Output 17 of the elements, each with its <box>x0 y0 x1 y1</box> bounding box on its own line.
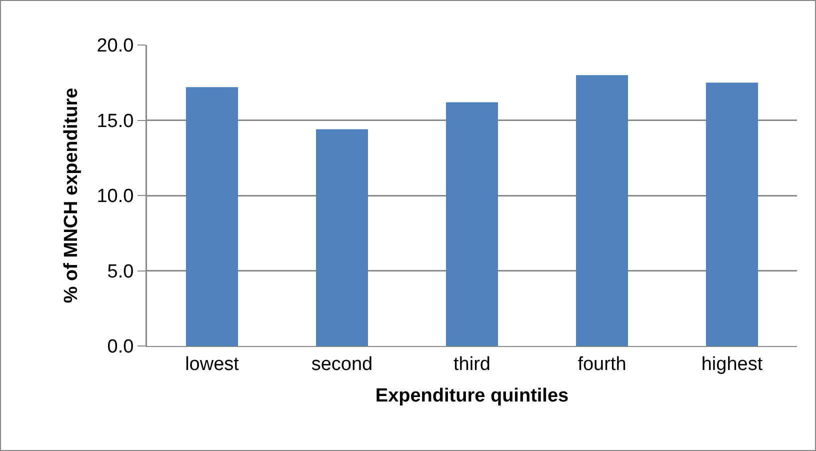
y-tick-label: 5.0 <box>107 261 134 282</box>
bar <box>706 82 758 346</box>
bar <box>446 102 498 346</box>
bar <box>316 129 368 346</box>
y-tick-label: 20.0 <box>96 36 134 57</box>
x-axis-title: Expenditure quintiles <box>375 386 569 407</box>
x-tick-label: highest <box>701 354 764 375</box>
bar <box>576 75 628 346</box>
x-tick-label: lowest <box>185 354 240 375</box>
x-tick-label: fourth <box>578 354 626 375</box>
bar <box>186 87 238 346</box>
y-tick-label: 0.0 <box>107 336 134 358</box>
x-tick-label: second <box>311 354 373 375</box>
x-tick-label: third <box>454 354 490 375</box>
y-tick-label: 15.0 <box>96 110 134 132</box>
y-tick-label: 10.0 <box>96 186 134 208</box>
y-axis-title: % of MNCH expenditure <box>60 88 82 304</box>
